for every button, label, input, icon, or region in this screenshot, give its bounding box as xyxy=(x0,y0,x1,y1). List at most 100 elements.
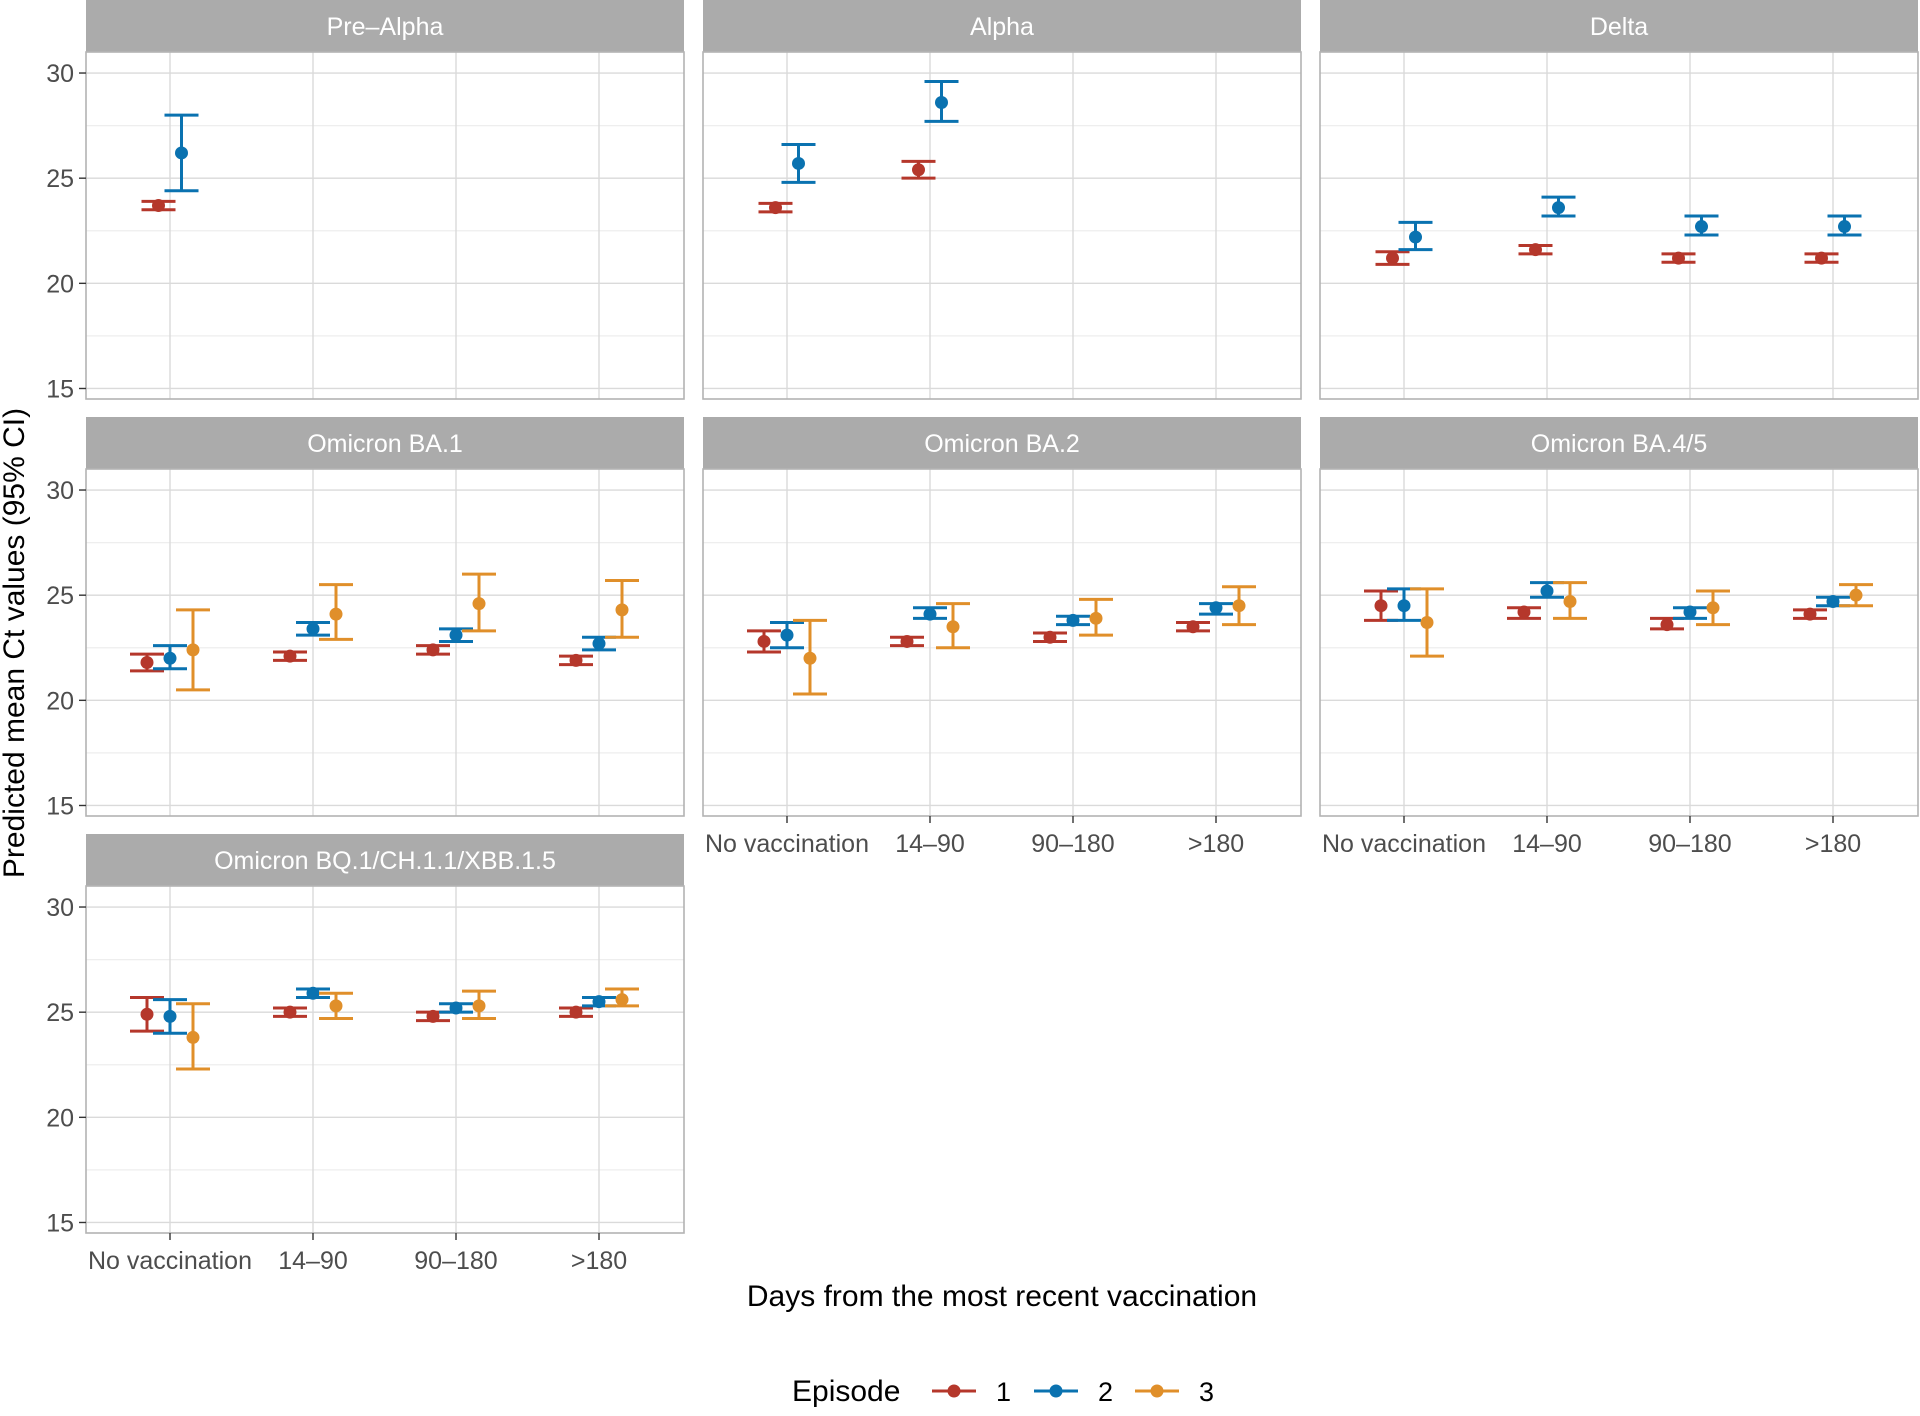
errorbar-episode-2 xyxy=(1398,220,1433,252)
errorbar-episode-3 xyxy=(176,608,210,692)
point-episode-1 xyxy=(1043,630,1057,644)
x-tick-label: >180 xyxy=(1188,830,1244,858)
panel-background xyxy=(1320,52,1918,399)
x-tick-label: 14–90 xyxy=(1512,830,1582,858)
errorbar-episode-2 xyxy=(913,606,947,621)
point-episode-2 xyxy=(1066,613,1080,627)
point-episode-1 xyxy=(569,653,583,667)
panel-alpha: Alpha xyxy=(702,0,1302,400)
point-episode-2 xyxy=(1409,230,1422,244)
errorbar-episode-1 xyxy=(273,649,307,663)
y-tick-label: 15 xyxy=(46,1209,74,1237)
panel-title: Alpha xyxy=(970,13,1034,41)
errorbar-episode-3 xyxy=(1410,587,1444,658)
panel-background xyxy=(86,886,684,1233)
point-episode-2 xyxy=(1540,584,1554,598)
errorbar-episode-1 xyxy=(747,629,781,654)
panel-title: Omicron BQ.1/CH.1.1/XBB.1.5 xyxy=(214,847,556,875)
errorbar-episode-1 xyxy=(1793,607,1827,621)
errorbar-episode-3 xyxy=(1839,583,1873,608)
point-episode-2 xyxy=(1552,201,1565,215)
panel-delta: Delta xyxy=(1319,0,1919,400)
point-episode-1 xyxy=(1186,620,1200,634)
point-episode-2 xyxy=(935,95,948,109)
errorbar-episode-1 xyxy=(273,1005,307,1019)
legend-label: 2 xyxy=(1098,1377,1113,1407)
y-tick-label: 25 xyxy=(46,999,74,1027)
errorbar-episode-1 xyxy=(559,1005,593,1019)
y-tick-label: 20 xyxy=(46,687,74,715)
errorbar-episode-2 xyxy=(1684,214,1719,237)
point-episode-1 xyxy=(912,163,925,177)
errorbar-episode-1 xyxy=(1804,251,1839,265)
point-episode-2 xyxy=(306,986,320,1000)
legend-label: 1 xyxy=(996,1377,1011,1407)
point-episode-2 xyxy=(163,651,177,665)
panel-border xyxy=(85,468,685,817)
errorbar-episode-1 xyxy=(1507,605,1541,620)
point-episode-3 xyxy=(1232,599,1246,613)
panel-title: Pre–Alpha xyxy=(327,13,444,41)
errorbar-episode-3 xyxy=(176,1002,210,1071)
x-tick-label: 90–180 xyxy=(1648,830,1731,858)
errorbar-episode-1 xyxy=(758,201,793,215)
errorbar-episode-2 xyxy=(153,644,187,671)
point-episode-3 xyxy=(946,620,960,634)
panel-border xyxy=(1319,51,1919,400)
errorbar-episode-2 xyxy=(1056,613,1090,627)
errorbar-episode-1 xyxy=(141,199,176,213)
point-episode-1 xyxy=(1517,605,1531,619)
legend-title: Episode xyxy=(792,1375,900,1408)
point-episode-2 xyxy=(923,607,937,621)
errorbar-episode-1 xyxy=(416,1009,450,1023)
point-episode-1 xyxy=(140,1007,154,1021)
panel-background xyxy=(1320,469,1918,816)
errorbar-episode-3 xyxy=(936,602,970,650)
errorbar-episode-1 xyxy=(1033,630,1067,644)
legend-entry-2: 2 xyxy=(1034,1377,1113,1407)
panel-strip xyxy=(86,417,684,469)
legend: Episode 1 2 3 xyxy=(792,1375,1214,1408)
errorbar-episode-2 xyxy=(1199,601,1233,616)
point-episode-3 xyxy=(615,603,629,617)
legend-key-point xyxy=(947,1384,961,1398)
errorbar-episode-1 xyxy=(130,995,164,1033)
errorbar-episode-2 xyxy=(296,986,330,1000)
errorbar-episode-1 xyxy=(1661,251,1696,265)
point-episode-3 xyxy=(1089,611,1103,625)
point-episode-2 xyxy=(449,1001,463,1015)
errorbar-episode-3 xyxy=(462,989,496,1020)
point-episode-2 xyxy=(163,1009,177,1023)
errorbar-episode-3 xyxy=(605,578,639,639)
errorbar-episode-1 xyxy=(1176,620,1210,634)
legend-key-point xyxy=(1150,1384,1164,1398)
point-episode-1 xyxy=(283,649,297,663)
errorbar-episode-3 xyxy=(319,583,353,641)
x-tick-label: No vaccination xyxy=(88,1247,252,1275)
y-tick-label: 15 xyxy=(46,375,74,403)
panel-background xyxy=(86,52,684,399)
point-episode-3 xyxy=(803,651,817,665)
point-episode-1 xyxy=(769,201,782,215)
point-episode-3 xyxy=(615,993,629,1007)
errorbar-episode-1 xyxy=(559,653,593,667)
errorbar-episode-1 xyxy=(901,159,936,180)
y-tick-label: 25 xyxy=(46,165,74,193)
x-tick-label: 14–90 xyxy=(895,830,965,858)
panel-strip xyxy=(1320,417,1918,469)
y-tick-label: 20 xyxy=(46,1104,74,1132)
point-episode-3 xyxy=(472,597,486,611)
point-episode-2 xyxy=(1683,605,1697,619)
x-tick-label: >180 xyxy=(571,1247,627,1275)
point-episode-1 xyxy=(569,1005,583,1019)
errorbar-episode-3 xyxy=(462,572,496,633)
point-episode-1 xyxy=(1815,251,1828,265)
point-episode-2 xyxy=(792,156,805,170)
point-episode-2 xyxy=(1397,599,1411,613)
point-episode-2 xyxy=(1838,220,1851,234)
point-episode-1 xyxy=(757,634,771,648)
panel-background xyxy=(86,469,684,816)
y-tick-label: 30 xyxy=(46,894,74,922)
errorbar-episode-1 xyxy=(130,652,164,673)
